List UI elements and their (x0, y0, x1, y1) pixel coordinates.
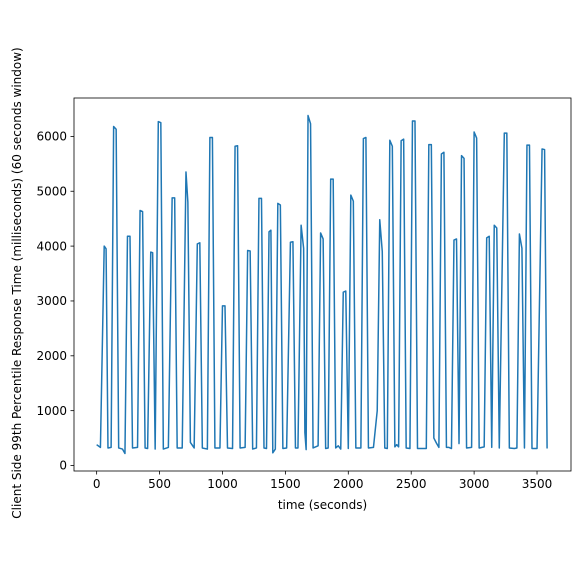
y-tick-label: 5000 (36, 184, 67, 198)
y-tick-label: 1000 (36, 404, 67, 418)
x-tick-label: 1500 (270, 477, 301, 491)
plot-area (73, 97, 572, 472)
y-tick-label: 2000 (36, 349, 67, 363)
x-axis: 0 500 1000 1500 2000 2500 3000 3500 (93, 471, 552, 491)
x-tick-label: 2500 (396, 477, 427, 491)
y-tick-label: 4000 (36, 239, 67, 253)
x-tick-label: 3000 (459, 477, 490, 491)
y-axis-label: Client Side 99th Percentile Response Tim… (10, 47, 24, 518)
plot-frame (73, 97, 572, 472)
series-line-0 (96, 114, 548, 455)
y-tick-label: 3000 (36, 294, 67, 308)
x-axis-label: time (seconds) (278, 498, 367, 512)
y-tick-label: 6000 (36, 130, 67, 144)
x-tick-label: 1000 (207, 477, 238, 491)
y-tick-label: 0 (59, 459, 67, 473)
y-axis: 0 1000 2000 3000 4000 5000 6000 (36, 130, 74, 473)
x-tick-label: 2000 (333, 477, 364, 491)
x-tick-label: 500 (148, 477, 171, 491)
x-tick-label: 3500 (522, 477, 553, 491)
x-tick-label: 0 (93, 477, 101, 491)
